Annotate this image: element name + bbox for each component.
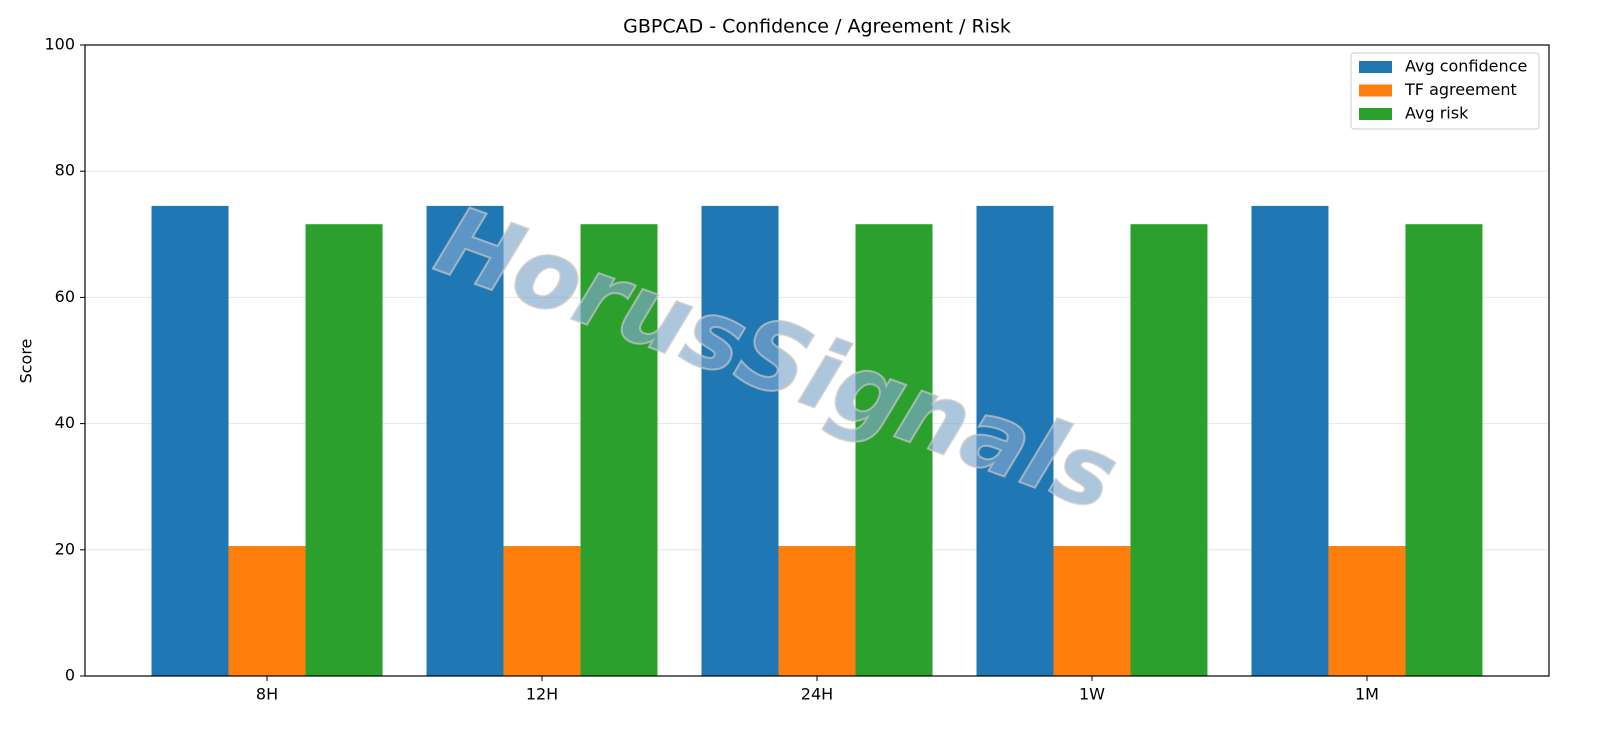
y-tick-label: 0 bbox=[65, 666, 75, 685]
plot-frame bbox=[84, 44, 1550, 677]
x-tick-label: 1W bbox=[1079, 685, 1105, 704]
legend-label: TF agreement bbox=[1404, 80, 1517, 99]
bar bbox=[1405, 224, 1483, 677]
bar bbox=[305, 224, 383, 677]
bar bbox=[778, 546, 856, 676]
legend-swatch bbox=[1359, 84, 1392, 97]
bar bbox=[701, 205, 779, 676]
bar bbox=[1053, 546, 1131, 676]
y-tick-label: 20 bbox=[55, 539, 75, 558]
bar bbox=[976, 205, 1054, 676]
bar bbox=[1251, 205, 1329, 676]
x-tick-label: 8H bbox=[256, 685, 278, 704]
bar bbox=[580, 224, 658, 677]
x-tick-label: 1M bbox=[1355, 685, 1379, 704]
bar bbox=[855, 224, 933, 677]
y-tick-label: 40 bbox=[55, 413, 75, 432]
bar bbox=[228, 546, 306, 676]
chart-title: GBPCAD - Confidence / Agreement / Risk bbox=[623, 16, 1011, 38]
legend-label: Avg confidence bbox=[1405, 57, 1527, 76]
bar bbox=[426, 205, 504, 676]
bar bbox=[151, 205, 229, 676]
y-tick-label: 80 bbox=[55, 161, 75, 180]
x-tick-label: 12H bbox=[526, 685, 558, 704]
x-tick-label: 24H bbox=[801, 685, 833, 704]
bar bbox=[503, 546, 581, 676]
legend-swatch bbox=[1359, 61, 1392, 73]
y-tick-label: 60 bbox=[55, 287, 75, 306]
y-axis-label: Score bbox=[17, 339, 36, 384]
legend-label: Avg risk bbox=[1405, 104, 1469, 123]
bar bbox=[1130, 224, 1208, 677]
y-tick-label: 100 bbox=[44, 35, 75, 54]
bar bbox=[1328, 546, 1406, 676]
legend-swatch bbox=[1359, 108, 1392, 120]
legend-box bbox=[1350, 52, 1540, 130]
